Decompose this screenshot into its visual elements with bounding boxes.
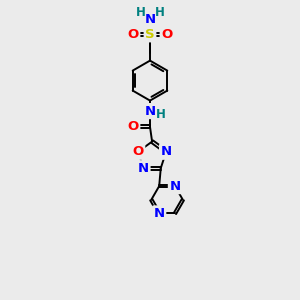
Text: N: N <box>154 207 165 220</box>
Text: O: O <box>128 120 139 134</box>
Text: H: H <box>154 6 164 20</box>
Text: N: N <box>144 105 156 118</box>
Text: S: S <box>145 28 155 41</box>
Text: O: O <box>161 28 172 41</box>
Text: N: N <box>169 180 181 193</box>
Text: N: N <box>160 145 172 158</box>
Text: O: O <box>133 145 144 158</box>
Text: N: N <box>138 162 149 175</box>
Text: H: H <box>156 108 166 122</box>
Text: O: O <box>128 28 139 41</box>
Text: N: N <box>144 13 156 26</box>
Text: H: H <box>136 6 146 20</box>
